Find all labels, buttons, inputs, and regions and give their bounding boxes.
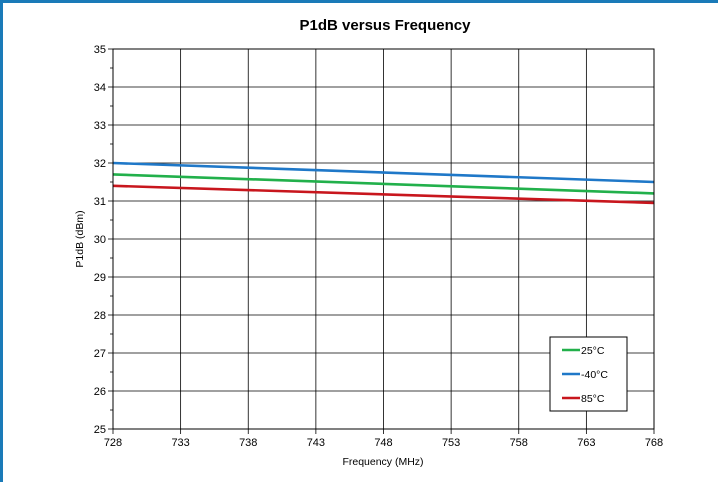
x-tick-labels: 728 733 738 743 748 753 758 763 768 (104, 437, 663, 449)
x-axis-label: Frequency (MHz) (342, 456, 423, 468)
x-tick-label: 763 (577, 437, 595, 449)
legend: 25°C -40°C 85°C (549, 336, 628, 412)
y-tick-label: 32 (94, 158, 106, 170)
y-tick-label: 30 (94, 234, 106, 246)
legend-label: -40°C (581, 369, 608, 381)
x-tick-label: 733 (171, 437, 189, 449)
y-tick-label: 31 (94, 196, 106, 208)
x-tick-label: 728 (104, 437, 122, 449)
y-axis-label: P1dB (dBm) (74, 210, 86, 267)
legend-label: 25°C (581, 345, 605, 357)
series-line-0 (112, 173, 655, 195)
legend-label: 85°C (581, 393, 605, 405)
series-line-2 (112, 184, 655, 205)
x-tick-label: 743 (307, 437, 325, 449)
y-tick-label: 27 (94, 348, 106, 360)
x-tick-label: 748 (374, 437, 392, 449)
plot-area-border (112, 48, 655, 430)
y-tick-label: 25 (94, 424, 106, 436)
frame-left-border (0, 0, 3, 482)
series-line-1 (112, 161, 655, 184)
y-tick-label: 34 (94, 82, 106, 94)
x-tick-label: 758 (510, 437, 528, 449)
y-tick-label: 33 (94, 120, 106, 132)
y-tick-label: 26 (94, 386, 106, 398)
chart-title: P1dB versus Frequency (300, 17, 472, 34)
y-tick-label: 35 (94, 44, 106, 56)
y-tick-labels: 25 26 27 28 29 30 31 32 33 34 35 (94, 44, 106, 436)
x-tick-label: 753 (442, 437, 460, 449)
grid-lines (108, 48, 655, 434)
series-lines (112, 161, 655, 205)
x-tick-label: 738 (239, 437, 257, 449)
y-tick-label: 29 (94, 272, 106, 284)
x-tick-label: 768 (645, 437, 663, 449)
y-tick-label: 28 (94, 310, 106, 322)
frame-top-border (0, 0, 718, 3)
